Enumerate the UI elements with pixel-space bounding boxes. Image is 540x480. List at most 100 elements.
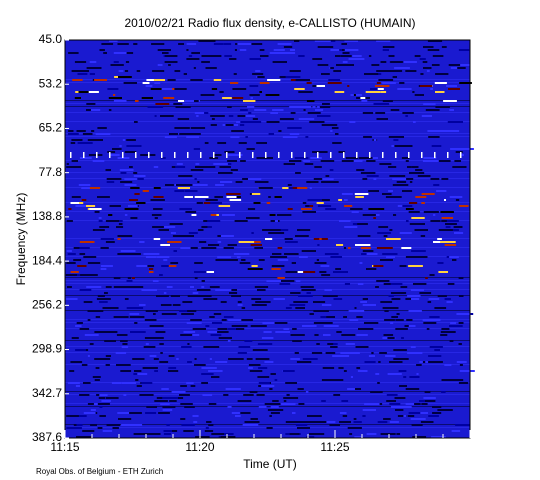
- spectrogram-pixel: [252, 152, 254, 158]
- spectrogram-pixel: [67, 382, 80, 384]
- spectrogram-pixel: [425, 109, 440, 111]
- spectrogram-pixel: [224, 151, 235, 153]
- spectrogram-pixel: [94, 79, 107, 81]
- spectrogram-pixel: [394, 67, 410, 69]
- spectrogram-pixel: [196, 202, 203, 204]
- spectrogram-pixel: [261, 337, 274, 339]
- spectrogram-pixel: [72, 79, 83, 81]
- spectrogram-pixel: [70, 271, 79, 273]
- spectrogram-pixel: [433, 214, 436, 216]
- spectrogram-pixel: [330, 152, 332, 158]
- spectrogram-pixel: [403, 415, 407, 417]
- spectrogram-pixel: [194, 112, 205, 114]
- spectrogram-pixel: [421, 202, 425, 204]
- spectrogram-pixel: [357, 370, 368, 372]
- spectrogram-pixel: [289, 106, 300, 108]
- spectrogram-pixel: [86, 286, 102, 288]
- spectrogram-pixel: [333, 394, 341, 396]
- spectrogram-pixel: [66, 220, 73, 222]
- spectrogram-pixel: [79, 202, 84, 204]
- spectrogram-pixel: [160, 157, 166, 159]
- spectrogram-pixel: [417, 175, 431, 177]
- spectrogram-pixel: [260, 385, 275, 387]
- spectrogram-pixel: [336, 331, 342, 333]
- spectrogram-pixel: [383, 418, 391, 420]
- spectrogram-pixel: [332, 379, 344, 381]
- spectrogram-pixel: [94, 379, 100, 381]
- spectrogram-pixel: [120, 250, 136, 252]
- spectrogram-pixel: [441, 46, 447, 48]
- spectrogram-pixel: [404, 325, 409, 327]
- spectrogram-pixel: [236, 121, 243, 123]
- spectrogram-pixel: [113, 277, 121, 279]
- spectrogram-pixel: [208, 244, 220, 246]
- spectrogram-pixel: [133, 43, 138, 45]
- spectrogram-pixel: [325, 352, 336, 354]
- spectrogram-pixel: [303, 160, 311, 162]
- spectrogram-pixel: [176, 397, 184, 399]
- spectrogram-pixel: [83, 382, 91, 384]
- spectrogram-pixel: [204, 430, 214, 432]
- spectrogram-pixel: [153, 196, 164, 198]
- spectrogram-pixel: [258, 187, 273, 189]
- spectrogram-pixel: [405, 298, 411, 300]
- spectrogram-pixel: [81, 364, 88, 366]
- spectrogram-pixel: [163, 430, 172, 432]
- spectrogram-pixel: [195, 436, 210, 438]
- spectrogram-pixel: [373, 139, 377, 141]
- spectrogram-pixel: [293, 301, 308, 303]
- spectrogram-pixel: [407, 352, 423, 354]
- spectrogram-pixel: [312, 85, 320, 87]
- spectrogram-pixel: [269, 52, 284, 54]
- spectrogram-pixel: [244, 421, 260, 423]
- spectrogram-pixel: [145, 85, 153, 87]
- spectrogram-pixel: [217, 328, 228, 330]
- spectrogram-pixel: [215, 184, 225, 186]
- spectrogram-pixel: [454, 160, 461, 162]
- spectrogram-pixel: [302, 358, 318, 360]
- spectrogram-pixel: [349, 388, 361, 390]
- spectrogram-pixel: [416, 373, 419, 375]
- spectrogram-pixel: [393, 139, 399, 141]
- spectrogram-pixel: [266, 280, 281, 282]
- spectrogram-pixel: [341, 400, 349, 402]
- spectrogram-pixel: [312, 106, 316, 108]
- spectrogram-pixel: [79, 289, 92, 291]
- y-tick-label: 342.7: [32, 386, 62, 400]
- spectrogram-pixel: [216, 214, 219, 216]
- spectrogram-pixel: [233, 295, 241, 297]
- spectrogram-pixel: [201, 61, 210, 63]
- spectrogram-pixel: [232, 97, 244, 99]
- spectrogram-pixel: [375, 373, 380, 375]
- spectrogram-pixel: [247, 121, 262, 123]
- spectrogram-pixel: [448, 64, 461, 66]
- spectrogram-pixel: [236, 256, 241, 258]
- spectrogram-pixel: [237, 115, 246, 117]
- spectrogram-pixel: [75, 325, 82, 327]
- spectrogram-pixel: [161, 265, 169, 267]
- spectrogram-pixel: [306, 181, 319, 183]
- spectrogram-pixel: [390, 322, 394, 324]
- spectrogram-pixel: [405, 208, 414, 210]
- spectrogram-pixel: [327, 82, 342, 84]
- spectrogram-pixel: [146, 406, 157, 408]
- spectrogram-pixel: [84, 187, 101, 189]
- spectrogram-pixel: [366, 253, 378, 255]
- spectrogram-pixel: [194, 364, 206, 366]
- spectrogram-pixel: [352, 223, 358, 225]
- spectrogram-pixel: [86, 205, 96, 207]
- spectrogram-pixel: [68, 130, 74, 132]
- y-tick-label: 53.2: [39, 76, 63, 90]
- spectrogram-pixel: [266, 427, 273, 429]
- spectrogram-pixel: [103, 52, 107, 54]
- spectrogram-pixel: [336, 244, 344, 246]
- spectrogram-pixel: [71, 196, 81, 198]
- spectrogram-pixel: [124, 151, 137, 153]
- spectrogram-pixel: [438, 271, 448, 273]
- spectrogram-pixel: [163, 433, 171, 435]
- spectrogram-pixel: [75, 91, 81, 93]
- spectrogram-pixel: [289, 304, 306, 306]
- spectrogram-pixel: [321, 400, 326, 402]
- spectrogram-pixel: [459, 82, 472, 84]
